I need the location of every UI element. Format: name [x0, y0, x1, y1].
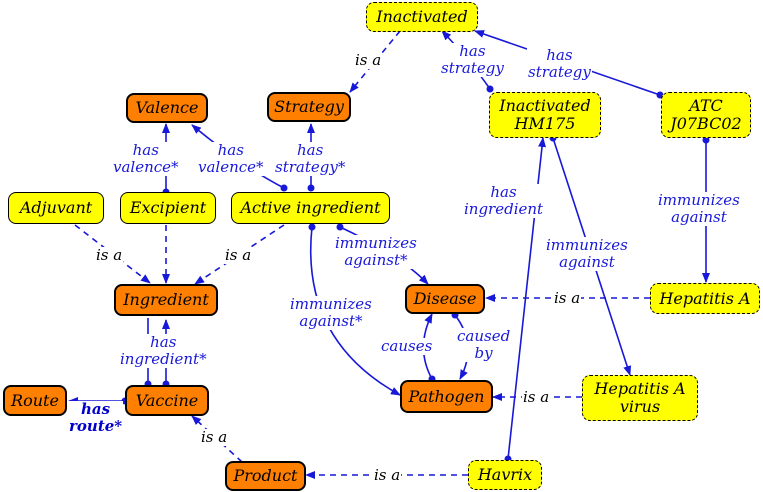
label-active-has-valence: has valence* [197, 141, 265, 176]
node-inactivated-hm175[interactable]: Inactivated HM175 [489, 92, 601, 138]
label-excipient-is-a: is a [95, 246, 124, 264]
node-havrix[interactable]: Havrix [468, 460, 542, 490]
label-active-is-a: is a [224, 246, 253, 264]
node-product[interactable]: Product [225, 461, 306, 491]
node-pathogen[interactable]: Pathogen [400, 380, 493, 413]
label-atc-has-strategy: has strategy [527, 46, 592, 81]
label-strategy-is-a: is a [354, 51, 383, 69]
label-vaccine-has-route: has route* [68, 400, 124, 435]
label-havrix-is-a: is a [373, 466, 402, 484]
label-active-immunizes-disease: immunizes against* [334, 234, 418, 269]
label-active-immunizes-pathogen: immunizes against* [289, 295, 373, 330]
node-hepatitis-a-virus[interactable]: Hepatitis A virus [582, 375, 698, 421]
node-atc-j07bc02[interactable]: ATC J07BC02 [661, 92, 751, 138]
node-excipient[interactable]: Excipient [120, 192, 216, 224]
label-product-is-a: is a [200, 428, 229, 446]
label-pathogen-causes: causes [380, 337, 434, 355]
node-strategy[interactable]: Strategy [267, 92, 351, 122]
label-active-has-strategy: has strategy* [274, 141, 347, 176]
label-disease-caused-by: caused by [456, 327, 512, 362]
node-valence[interactable]: Valence [126, 93, 208, 123]
label-hm175-immunizes: immunizes against [545, 236, 629, 271]
node-inactivated[interactable]: Inactivated [366, 2, 478, 32]
edge-strategy-is-a [349, 30, 401, 93]
node-adjuvant[interactable]: Adjuvant [8, 192, 104, 224]
node-hepatitis-a[interactable]: Hepatitis A [650, 283, 760, 314]
edge-active-is-a [194, 224, 285, 285]
node-vaccine[interactable]: Vaccine [125, 385, 209, 416]
label-virus-is-a: is a [522, 388, 551, 406]
label-havrix-has-ingredient: has ingredient [463, 183, 545, 218]
label-vaccine-has-ingredient: has ingredient* [119, 333, 208, 368]
node-disease[interactable]: Disease [405, 284, 485, 314]
label-excipient-has-valence: has valence* [112, 141, 180, 176]
label-hm175-has-strategy: has strategy [440, 42, 505, 77]
label-atc-immunizes: immunizes against [657, 191, 741, 226]
node-ingredient[interactable]: Ingredient [114, 284, 218, 316]
node-active-ingredient[interactable]: Active ingredient [231, 192, 390, 224]
label-hepatitis-is-a: is a [553, 289, 582, 307]
node-route[interactable]: Route [3, 385, 67, 416]
